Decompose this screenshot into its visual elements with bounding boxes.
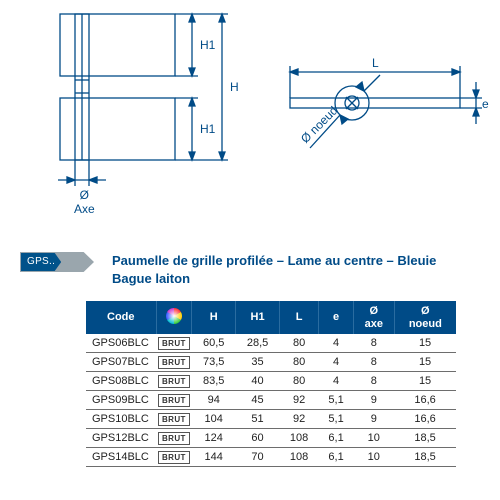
cell-e: 5,1 xyxy=(319,410,354,429)
cell-axe: 9 xyxy=(353,391,394,410)
table-row: GPS14BLCBRUT144701086,11018,5 xyxy=(86,448,456,467)
cell-e: 4 xyxy=(319,372,354,391)
col-axe: Ø axe xyxy=(353,301,394,334)
cell-axe: 8 xyxy=(353,334,394,353)
cell-h: 60,5 xyxy=(192,334,236,353)
cell-axe: 9 xyxy=(353,410,394,429)
cell-e: 6,1 xyxy=(319,448,354,467)
series-badge: GPS.. xyxy=(20,252,94,272)
cell-axe: 8 xyxy=(353,372,394,391)
col-noeud: Ø noeud xyxy=(394,301,456,334)
cell-l: 80 xyxy=(279,353,318,372)
finish-badge: BRUT xyxy=(158,337,190,350)
cell-code: GPS08BLC xyxy=(86,372,156,391)
table-header-row: Code xyxy=(86,301,456,334)
cell-l: 108 xyxy=(279,448,318,467)
finish-badge: BRUT xyxy=(158,451,190,464)
label-h1-bot: H1 xyxy=(200,122,215,136)
cell-l: 80 xyxy=(279,372,318,391)
cell-noeud: 15 xyxy=(394,372,456,391)
cell-l: 80 xyxy=(279,334,318,353)
col-l: L xyxy=(279,301,318,334)
cell-e: 4 xyxy=(319,353,354,372)
cell-finish: BRUT xyxy=(156,429,192,448)
table-row: GPS09BLCBRUT9445925,1916,6 xyxy=(86,391,456,410)
cell-h1: 45 xyxy=(236,391,280,410)
cell-noeud: 16,6 xyxy=(394,391,456,410)
table-row: GPS06BLCBRUT60,528,5804815 xyxy=(86,334,456,353)
cell-noeud: 16,6 xyxy=(394,410,456,429)
table-row: GPS12BLCBRUT124601086,11018,5 xyxy=(86,429,456,448)
col-finish xyxy=(156,301,192,334)
technical-diagram: H1 H H1 Ø Axe L e Ø noeud xyxy=(0,0,500,230)
label-h1-top: H1 xyxy=(200,38,215,52)
label-h: H xyxy=(230,80,239,94)
cell-h: 73,5 xyxy=(192,353,236,372)
finish-badge: BRUT xyxy=(158,356,190,369)
cell-h: 144 xyxy=(192,448,236,467)
cell-h: 104 xyxy=(192,410,236,429)
cell-h: 83,5 xyxy=(192,372,236,391)
table-row: GPS08BLCBRUT83,540804815 xyxy=(86,372,456,391)
cell-noeud: 15 xyxy=(394,353,456,372)
table-row: GPS10BLCBRUT10451925,1916,6 xyxy=(86,410,456,429)
cell-code: GPS10BLC xyxy=(86,410,156,429)
cell-l: 92 xyxy=(279,391,318,410)
title-row: GPS.. Paumelle de grille profilée – Lame… xyxy=(0,252,500,287)
cell-noeud: 18,5 xyxy=(394,448,456,467)
cell-axe: 10 xyxy=(353,448,394,467)
cell-finish: BRUT xyxy=(156,372,192,391)
cell-finish: BRUT xyxy=(156,334,192,353)
cell-h1: 40 xyxy=(236,372,280,391)
col-h: H xyxy=(192,301,236,334)
cell-e: 4 xyxy=(319,334,354,353)
cell-code: GPS09BLC xyxy=(86,391,156,410)
col-code: Code xyxy=(86,301,156,334)
cell-finish: BRUT xyxy=(156,410,192,429)
cell-code: GPS14BLC xyxy=(86,448,156,467)
cell-h1: 60 xyxy=(236,429,280,448)
color-wheel-icon xyxy=(166,308,182,324)
cell-axe: 10 xyxy=(353,429,394,448)
cell-h1: 28,5 xyxy=(236,334,280,353)
cell-noeud: 18,5 xyxy=(394,429,456,448)
cell-code: GPS06BLC xyxy=(86,334,156,353)
cell-h1: 51 xyxy=(236,410,280,429)
label-e: e xyxy=(482,97,489,111)
label-axe: Ø Axe xyxy=(74,188,95,216)
cell-axe: 8 xyxy=(353,353,394,372)
cell-h1: 35 xyxy=(236,353,280,372)
product-title: Paumelle de grille profilée – Lame au ce… xyxy=(112,252,436,287)
finish-badge: BRUT xyxy=(158,394,190,407)
cell-l: 92 xyxy=(279,410,318,429)
col-e: e xyxy=(319,301,354,334)
cell-finish: BRUT xyxy=(156,353,192,372)
spec-table: Code xyxy=(86,301,456,467)
cell-noeud: 15 xyxy=(394,334,456,353)
finish-badge: BRUT xyxy=(158,375,190,388)
cell-finish: BRUT xyxy=(156,391,192,410)
cell-l: 108 xyxy=(279,429,318,448)
label-l: L xyxy=(372,56,379,70)
cell-h: 94 xyxy=(192,391,236,410)
col-h1: H1 xyxy=(236,301,280,334)
finish-badge: BRUT xyxy=(158,413,190,426)
cell-e: 6,1 xyxy=(319,429,354,448)
cell-finish: BRUT xyxy=(156,448,192,467)
finish-badge: BRUT xyxy=(158,432,190,445)
cell-h: 124 xyxy=(192,429,236,448)
cell-e: 5,1 xyxy=(319,391,354,410)
cell-h1: 70 xyxy=(236,448,280,467)
table-row: GPS07BLCBRUT73,535804815 xyxy=(86,353,456,372)
cell-code: GPS12BLC xyxy=(86,429,156,448)
series-badge-label: GPS.. xyxy=(21,253,61,271)
cell-code: GPS07BLC xyxy=(86,353,156,372)
